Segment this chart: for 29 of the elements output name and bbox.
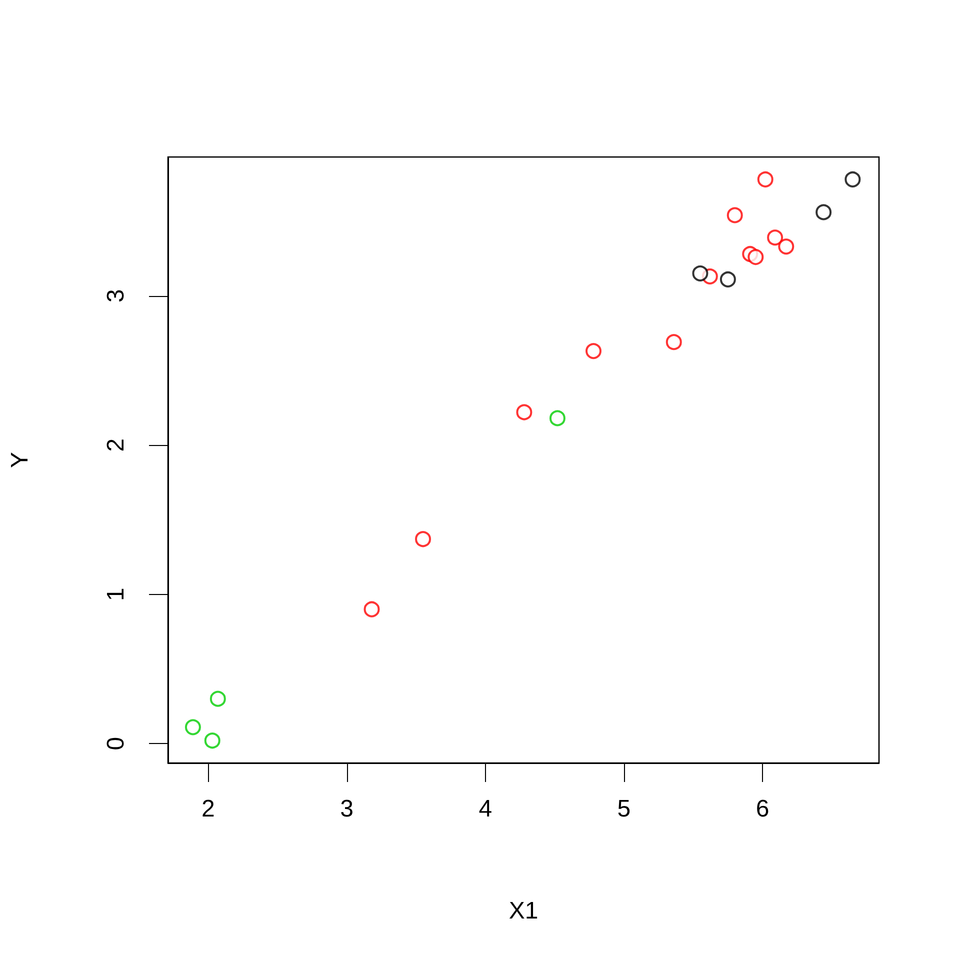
point (816, 204, 832, 220)
x-tick-label: 6 (756, 796, 770, 822)
x-axis-title: X1 (508, 898, 538, 924)
point (726, 207, 743, 224)
y-tick-label: 3 (102, 289, 130, 302)
point (757, 171, 774, 188)
point (748, 249, 764, 265)
point (210, 690, 226, 707)
y-axis-title: Y (6, 452, 34, 468)
y-tick-label: 2 (102, 438, 130, 452)
point (415, 531, 432, 548)
point (844, 171, 861, 188)
point (666, 334, 682, 350)
point (767, 230, 784, 246)
point (549, 410, 566, 426)
point (720, 271, 736, 288)
point (184, 719, 201, 736)
point (778, 238, 794, 255)
x-tick-label: 5 (617, 796, 631, 822)
y-tick-label: 1 (102, 588, 130, 602)
x-tick-label: 2 (202, 796, 215, 822)
point (516, 404, 532, 420)
point (692, 265, 708, 282)
x-tick-label: 3 (340, 796, 354, 822)
point (204, 732, 220, 749)
y-tick-label: 0 (102, 736, 130, 750)
x-tick-label: 4 (478, 796, 492, 822)
point (364, 601, 380, 618)
point (586, 343, 602, 360)
